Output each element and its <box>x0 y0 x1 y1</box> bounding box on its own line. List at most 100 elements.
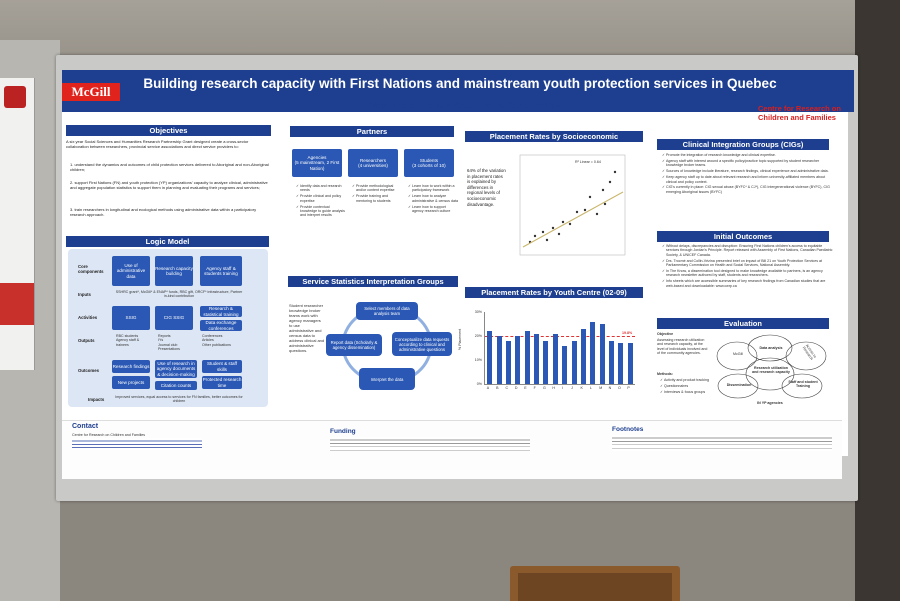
bar-chart-ylabel: % Placement <box>458 328 462 350</box>
eval-circle-training: Staff and student Training <box>788 380 818 389</box>
bar-tick-label: 10% <box>474 358 482 362</box>
bar-category-label: H <box>552 386 555 390</box>
scatter-point <box>557 232 561 236</box>
initial-outcomes-list: Without delays, discrepancies and disrup… <box>660 244 834 290</box>
bar-E <box>524 331 530 384</box>
partner-students-title: Students <box>419 157 439 163</box>
list-item: Learn how to support agency research cul… <box>412 205 458 214</box>
bar-tick-label: 0% <box>476 382 482 386</box>
scatter-point <box>595 212 599 216</box>
eval-circle-research-utilization: Research utilization and research capaci… <box>752 366 790 375</box>
scatter-point <box>603 202 607 206</box>
objectives-intro: A six year Social Sciences and Humanitie… <box>66 139 249 149</box>
outcome-research-use: Use of research in agency documents & de… <box>155 360 197 378</box>
scatter-point <box>561 220 565 224</box>
scatter-point <box>551 226 555 230</box>
objectives-item-1: 1. understand the dynamics and outcomes … <box>70 162 269 172</box>
poster-header-band <box>62 70 854 112</box>
inputs-text: SSHRC grant*, McGill* & ENAP* funds, RBC… <box>115 290 243 299</box>
bar-I <box>562 345 568 384</box>
scatter-point <box>575 210 579 214</box>
activity-cig-ssig: CIG SSIG <box>155 306 193 330</box>
ssig-heading: Service Statistics Interpretation Groups… <box>288 276 458 297</box>
bar-chart-ticks: 0% 10% 20% 30% <box>470 310 482 388</box>
eval-circle-dissemination: Dissemination <box>726 383 752 387</box>
scatter-point <box>533 234 537 238</box>
list-item: Learn how to work within a participatory… <box>412 184 458 193</box>
evaluation-objective-label: Objective <box>657 332 674 336</box>
output-item: Conferences <box>202 334 223 338</box>
poster-title: Building research capacity with First Na… <box>143 76 777 91</box>
logic-row-inputs: Inputs <box>78 292 91 297</box>
activity-data-exchange: Data exchange conferences <box>200 320 242 331</box>
scatter-point <box>568 222 572 226</box>
poster-authors: Nico Trocmé, Pamela Weightman & Catherin… <box>369 100 561 110</box>
bar-tick-label: 30% <box>474 310 482 314</box>
output-item: Reports <box>158 334 171 338</box>
funding-text <box>330 437 530 451</box>
contact-text: Centre for Research on Children and Fami… <box>72 433 146 437</box>
bar-G <box>543 340 549 384</box>
scatter-point <box>601 188 605 192</box>
bar-chart-heading: Placement Rates by Youth Centre (02-09) <box>465 287 643 298</box>
core-capacity-building: Research capacity building <box>155 256 193 286</box>
ssig-step-conceptualize: Conceptualize data requests according to… <box>392 332 452 356</box>
outcome-new-projects: New projects <box>112 376 150 389</box>
output-item: Presentations <box>158 347 180 352</box>
bar-K <box>580 328 586 384</box>
outcome-protected-time: Protected research time <box>202 376 242 389</box>
contact-heading: Contact <box>72 423 99 430</box>
list-item: Provide methodological and/or content ex… <box>356 184 402 193</box>
scatter-text: 64% of the variation in placement rates … <box>467 168 506 207</box>
logic-row-impacts: Impacts <box>88 397 105 402</box>
partner-agencies: Agencies (5 mainstream, 2 First Nation) <box>292 149 342 177</box>
list-item: Agency staff with interest around a spec… <box>666 159 834 168</box>
objectives-heading: Objectives <box>66 125 271 136</box>
objectives-item-3: 3. train researchers in longitudinal and… <box>70 207 257 217</box>
list-item: Provide training and mentoring to studen… <box>356 194 402 203</box>
logic-row-outputs: Outputs <box>78 338 95 343</box>
scatter-point <box>588 195 592 199</box>
bar-category-label: E <box>524 386 527 390</box>
list-item: Drs. Trocmé and Collin-Vézina presented … <box>666 259 834 268</box>
list-item: Provide contextual knowledge to guide an… <box>300 205 346 218</box>
footnotes-text <box>612 435 832 451</box>
outputs-col-2: Reports IYs Journal club Presentations <box>158 334 194 352</box>
partner-students-list: Learn how to work within a participatory… <box>406 184 458 215</box>
ssig-step-interpret: Interpret the data <box>359 368 415 390</box>
eval-label-yp-agencies: IN YP agencies <box>757 401 783 405</box>
bar-category-label: J <box>571 386 573 390</box>
cig-list: Promote the integration of research know… <box>660 153 834 196</box>
list-item: Provide clinical and policy expertise <box>300 194 346 203</box>
partner-researchers-sub: (4 universities) <box>358 163 388 168</box>
partner-researchers: Researchers (4 universities) <box>348 149 398 177</box>
initial-outcomes-heading: Initial Outcomes <box>657 231 829 242</box>
list-item: In The Know, a dissemination tool design… <box>666 269 834 278</box>
bar-category-label: N <box>608 386 612 390</box>
partner-students-sub: (3 cohorts of 10) <box>412 163 446 168</box>
bar-chart-plot <box>484 312 635 385</box>
outputs-col-1: RBC students Agency staff & trainees <box>116 334 152 347</box>
ssig-step-report: Report data (Scholarly & agency dissemin… <box>326 334 382 356</box>
outcome-citations: Citation counts <box>155 381 197 390</box>
list-item: Activity and product tracking <box>664 378 720 382</box>
adjacent-poster-block <box>0 283 34 325</box>
bar-D <box>515 336 521 384</box>
partner-agencies-list: Identify data and research needs Provide… <box>294 184 346 219</box>
outcome-findings: Research findings <box>112 360 150 373</box>
mcgill-logo: McGill <box>62 83 120 101</box>
bar-category-label: C <box>505 386 509 390</box>
impacts-text: Improved services, equal access to servi… <box>115 395 243 404</box>
evaluation-diagram <box>716 334 827 399</box>
partner-students: Students (3 cohorts of 10) <box>404 149 454 177</box>
bar-tick-label: 20% <box>474 334 482 338</box>
bar-category-label: I <box>561 386 563 390</box>
bar-category-label: O <box>617 386 621 390</box>
contact-links[interactable] <box>72 438 202 450</box>
bar-N <box>609 340 615 384</box>
chair-back-inner <box>518 573 672 601</box>
output-item: Journal club <box>158 342 178 347</box>
bar-L <box>590 321 596 384</box>
activity-research-training: Research & statistical training <box>200 306 242 317</box>
scatter-heading: Placement Rates by Socioeconomic Disadva… <box>465 131 643 152</box>
